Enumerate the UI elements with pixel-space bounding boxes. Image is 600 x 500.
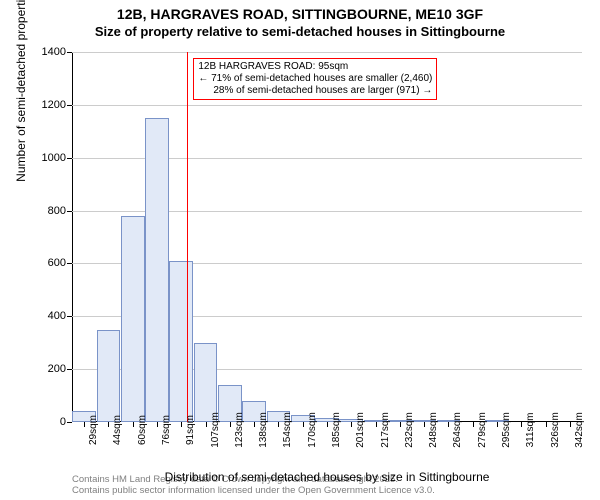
x-tick-mark bbox=[133, 422, 134, 427]
y-tick-mark bbox=[67, 105, 72, 106]
y-tick-mark bbox=[67, 52, 72, 53]
histogram-bar bbox=[194, 343, 218, 422]
x-tick-mark bbox=[254, 422, 255, 427]
x-tick-label: 44sqm bbox=[112, 415, 123, 445]
y-tick-label: 800 bbox=[26, 205, 66, 217]
y-tick-label: 1400 bbox=[26, 46, 66, 58]
histogram-bar bbox=[169, 261, 193, 422]
x-tick-mark bbox=[230, 422, 231, 427]
x-tick-label: 154sqm bbox=[282, 412, 293, 448]
x-tick-label: 123sqm bbox=[234, 412, 245, 448]
x-tick-mark bbox=[181, 422, 182, 427]
x-tick-mark bbox=[376, 422, 377, 427]
x-tick-label: 29sqm bbox=[88, 415, 99, 445]
grid-line bbox=[72, 105, 582, 106]
y-tick-mark bbox=[67, 211, 72, 212]
x-tick-label: 311sqm bbox=[525, 413, 536, 448]
y-tick-mark bbox=[67, 158, 72, 159]
x-tick-mark bbox=[424, 422, 425, 427]
y-tick-label: 600 bbox=[26, 257, 66, 269]
y-tick-label: 400 bbox=[26, 310, 66, 322]
x-tick-label: 342sqm bbox=[574, 412, 585, 448]
x-tick-label: 201sqm bbox=[355, 412, 366, 448]
x-tick-mark bbox=[327, 422, 328, 427]
x-tick-mark bbox=[351, 422, 352, 427]
x-tick-label: 217sqm bbox=[380, 412, 391, 448]
x-tick-mark bbox=[448, 422, 449, 427]
y-tick-label: 0 bbox=[26, 416, 66, 428]
y-axis-line bbox=[72, 52, 73, 422]
x-tick-mark bbox=[473, 422, 474, 427]
y-tick-mark bbox=[67, 263, 72, 264]
x-tick-label: 138sqm bbox=[258, 412, 269, 448]
x-tick-label: 248sqm bbox=[428, 412, 439, 448]
histogram-bar bbox=[97, 330, 121, 423]
histogram-bar bbox=[145, 118, 169, 422]
annotation-line-3: 28% of semi-detached houses are larger (… bbox=[198, 85, 432, 97]
x-tick-mark bbox=[206, 422, 207, 427]
x-tick-mark bbox=[400, 422, 401, 427]
x-tick-mark bbox=[157, 422, 158, 427]
plot-area: 12B HARGRAVES ROAD: 95sqm← 71% of semi-d… bbox=[72, 52, 582, 422]
y-tick-label: 200 bbox=[26, 363, 66, 375]
annotation-line-2: ← 71% of semi-detached houses are smalle… bbox=[198, 73, 432, 85]
chart-container: 12B, HARGRAVES ROAD, SITTINGBOURNE, ME10… bbox=[0, 0, 600, 500]
y-tick-mark bbox=[67, 369, 72, 370]
y-tick-label: 1200 bbox=[26, 99, 66, 111]
x-tick-mark bbox=[546, 422, 547, 427]
y-tick-mark bbox=[67, 422, 72, 423]
x-tick-label: 185sqm bbox=[331, 412, 342, 448]
x-tick-label: 295sqm bbox=[501, 412, 512, 448]
x-tick-label: 107sqm bbox=[210, 412, 221, 448]
y-tick-label: 1000 bbox=[26, 152, 66, 164]
footer-line-2: Contains public sector information licen… bbox=[72, 485, 435, 496]
histogram-bar bbox=[121, 216, 145, 422]
annotation-box: 12B HARGRAVES ROAD: 95sqm← 71% of semi-d… bbox=[193, 58, 437, 100]
x-axis-label: Distribution of semi-detached houses by … bbox=[72, 470, 582, 484]
x-tick-label: 232sqm bbox=[404, 412, 415, 448]
annotation-line-1: 12B HARGRAVES ROAD: 95sqm bbox=[198, 61, 432, 73]
reference-line bbox=[187, 52, 188, 422]
page-subtitle: Size of property relative to semi-detach… bbox=[0, 24, 600, 39]
x-tick-label: 264sqm bbox=[452, 412, 463, 448]
x-tick-label: 326sqm bbox=[550, 412, 561, 448]
x-tick-mark bbox=[570, 422, 571, 427]
x-tick-mark bbox=[108, 422, 109, 427]
x-tick-label: 60sqm bbox=[137, 415, 148, 445]
y-tick-mark bbox=[67, 316, 72, 317]
x-tick-mark bbox=[303, 422, 304, 427]
x-tick-label: 279sqm bbox=[477, 412, 488, 448]
grid-line bbox=[72, 52, 582, 53]
x-tick-label: 170sqm bbox=[307, 412, 318, 448]
x-tick-mark bbox=[278, 422, 279, 427]
x-tick-label: 91sqm bbox=[185, 415, 196, 445]
page-title: 12B, HARGRAVES ROAD, SITTINGBOURNE, ME10… bbox=[0, 0, 600, 22]
x-tick-mark bbox=[521, 422, 522, 427]
x-tick-mark bbox=[497, 422, 498, 427]
x-tick-mark bbox=[84, 422, 85, 427]
x-tick-label: 76sqm bbox=[161, 415, 172, 445]
